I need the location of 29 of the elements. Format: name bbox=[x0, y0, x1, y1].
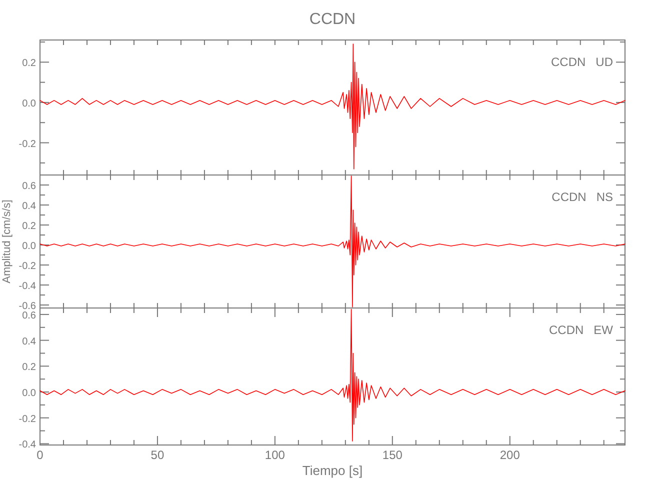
y-tick-label: 0.0 bbox=[22, 241, 36, 252]
y-tick-label: 0.6 bbox=[22, 310, 36, 322]
y-tick-label: -0.4 bbox=[18, 440, 36, 451]
line-series bbox=[40, 308, 626, 442]
x-tick-label: 150 bbox=[382, 448, 403, 462]
x-axis-title: Tiempo [s] bbox=[302, 463, 363, 478]
y-tick-label: -0.2 bbox=[18, 414, 36, 425]
y-tick-label: 0.0 bbox=[22, 388, 36, 400]
y-tick-label: 0.4 bbox=[22, 201, 36, 212]
x-tick-label: 50 bbox=[150, 448, 164, 462]
annotation: CCDN NS bbox=[552, 190, 613, 204]
x-tick-label: 100 bbox=[264, 448, 286, 462]
x-tick-label: 200 bbox=[500, 448, 520, 462]
y-tick-label: 0.0 bbox=[22, 98, 36, 110]
y-tick-label: 0.4 bbox=[22, 336, 36, 348]
x-tick-label: 0 bbox=[36, 448, 44, 462]
annotation: CCDN EW bbox=[549, 323, 614, 337]
y-tick-label: -0.6 bbox=[18, 301, 36, 312]
y-axis-title: Amplitud [cm/s/s] bbox=[1, 200, 13, 284]
y-tick-label: 0.2 bbox=[22, 362, 36, 374]
y-tick-label: 0.2 bbox=[22, 221, 36, 232]
annotation: CCDN UD bbox=[551, 55, 614, 69]
y-tick-label: -0.4 bbox=[18, 281, 36, 292]
line-series bbox=[40, 44, 626, 170]
y-tick-label: -0.2 bbox=[18, 138, 36, 150]
y-tick-label: 0.6 bbox=[22, 181, 36, 192]
y-tick-label: -0.2 bbox=[18, 261, 36, 272]
chart-title: CCDN bbox=[309, 11, 356, 28]
y-tick-label: 0.2 bbox=[22, 58, 36, 70]
